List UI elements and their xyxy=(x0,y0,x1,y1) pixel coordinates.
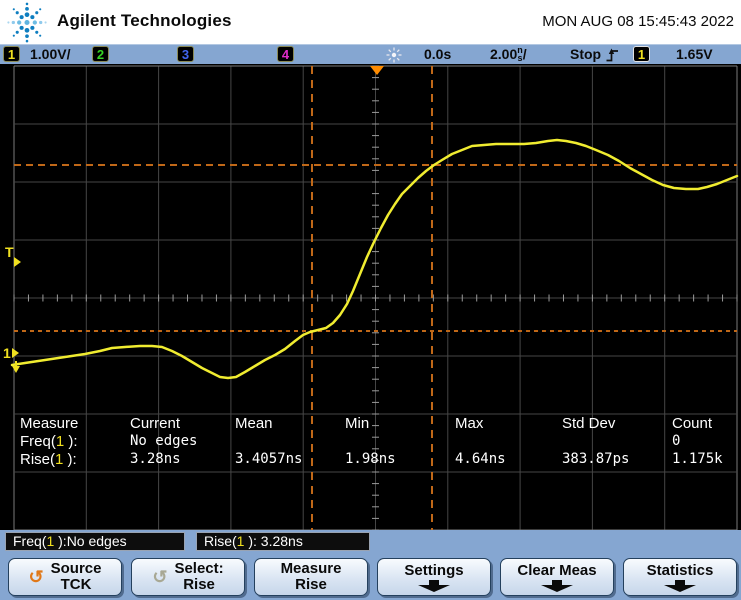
softkey-menu: ↺ Source TCK ↺ Select: Rise Measure Rise Setting… xyxy=(0,556,741,600)
channel1-scale-label[interactable]: 1.00V/ xyxy=(30,46,71,62)
trigger-source-badge[interactable]: 1 xyxy=(633,46,650,62)
trigger-position-marker[interactable] xyxy=(370,66,384,75)
softkey-label: Measure Rise xyxy=(280,560,342,593)
scope-status-toolbar: 1 1.00V/ 2 3 4 0.0s 2.00n s/ Stop 1 1.65V xyxy=(0,44,741,64)
meas-column-header: Measure xyxy=(20,415,79,432)
meas-column-header: Mean xyxy=(235,415,273,432)
meas-value: 4.64ns xyxy=(455,451,506,467)
meas-column-header: Std Dev xyxy=(562,415,616,432)
channel3-badge[interactable]: 3 xyxy=(177,46,194,62)
softkey-label: Source TCK xyxy=(50,560,102,593)
softkey-label: Statistics xyxy=(646,561,714,579)
meas-value: 0 xyxy=(672,433,681,449)
softkey-source-tck[interactable]: ↺ Source TCK xyxy=(8,558,122,596)
scope-display: T 1 Measure Current Mean Min Max Std Dev Count… xyxy=(0,64,741,530)
meas-column-header: Min xyxy=(345,415,370,432)
meas-value xyxy=(562,433,672,451)
meas-value: 3.4057ns xyxy=(235,451,303,467)
menu-down-arrow-icon xyxy=(415,579,453,592)
meas-column-header: Current xyxy=(130,415,181,432)
trigger-level-arrow-icon xyxy=(14,257,21,267)
brightness-sun-icon xyxy=(386,47,402,63)
meas-value: 1.98ns xyxy=(345,451,396,467)
timebase-label[interactable]: 2.00n s/ xyxy=(490,45,527,63)
header-bar: Agilent Technologies MON AUG 08 15:45:43… xyxy=(0,0,741,44)
meas-value: 3.28ns xyxy=(130,451,181,467)
datetime-label: MON AUG 08 15:45:43 2022 xyxy=(542,13,734,30)
acquisition-state-label: Stop xyxy=(570,46,602,62)
meas-value: 383.87ps xyxy=(562,451,630,467)
meas-value: No edges xyxy=(130,433,198,449)
softkey-select-rise[interactable]: ↺ Select: Rise xyxy=(131,558,245,596)
meas-value: 1.175k xyxy=(672,451,723,467)
channel1-waveform xyxy=(10,138,739,380)
trigger-level-label[interactable]: 1.65V xyxy=(676,46,713,62)
channel4-badge[interactable]: 4 xyxy=(277,46,294,62)
trigger-level-marker[interactable]: T xyxy=(5,245,21,267)
rising-edge-trigger-icon xyxy=(606,48,618,62)
channel2-badge[interactable]: 2 xyxy=(92,46,109,62)
menu-down-arrow-icon xyxy=(538,579,576,592)
meas-value xyxy=(345,433,455,451)
waveform-plot xyxy=(10,65,739,530)
rotary-knob-icon: ↺ xyxy=(152,567,168,587)
meas-column-header: Max xyxy=(455,415,484,432)
meas-value xyxy=(455,433,562,451)
softkey-clear-meas[interactable]: Clear Meas xyxy=(500,558,614,596)
softkey-statistics[interactable]: Statistics xyxy=(623,558,737,596)
brand-title: Agilent Technologies xyxy=(57,11,232,30)
rotary-knob-icon: ↺ xyxy=(28,567,44,587)
softkey-measure-rise[interactable]: Measure Rise xyxy=(254,558,368,596)
channel1-ground-arrow-icon xyxy=(12,348,19,358)
softkey-label: Select: Rise xyxy=(174,560,224,593)
softkey-label: Clear Meas xyxy=(517,561,597,579)
agilent-logo-icon xyxy=(7,2,47,43)
meas-value xyxy=(235,433,345,451)
offset-down-arrow-icon xyxy=(12,361,20,373)
measurement-table: Measure Current Mean Min Max Std Dev Count Freq… xyxy=(20,415,732,469)
meas-column-header: Count xyxy=(672,415,713,432)
softkey-settings[interactable]: Settings xyxy=(377,558,491,596)
channel1-ground-marker[interactable]: 1 xyxy=(3,346,20,373)
channel1-badge[interactable]: 1 xyxy=(3,46,20,62)
meas-row-name: Freq(1 ): xyxy=(20,433,78,450)
measurement-status-box: Freq(1 ):No edges xyxy=(5,532,185,551)
menu-down-arrow-icon xyxy=(661,579,699,592)
delay-time-label[interactable]: 0.0s xyxy=(424,46,452,62)
measurement-status-box: Rise(1 ): 3.28ns xyxy=(196,532,370,551)
meas-row-name: Rise(1 ): xyxy=(20,451,77,468)
softkey-label: Settings xyxy=(404,561,464,579)
measurement-status-row: Freq(1 ):No edges Rise(1 ): 3.28ns xyxy=(0,530,741,556)
